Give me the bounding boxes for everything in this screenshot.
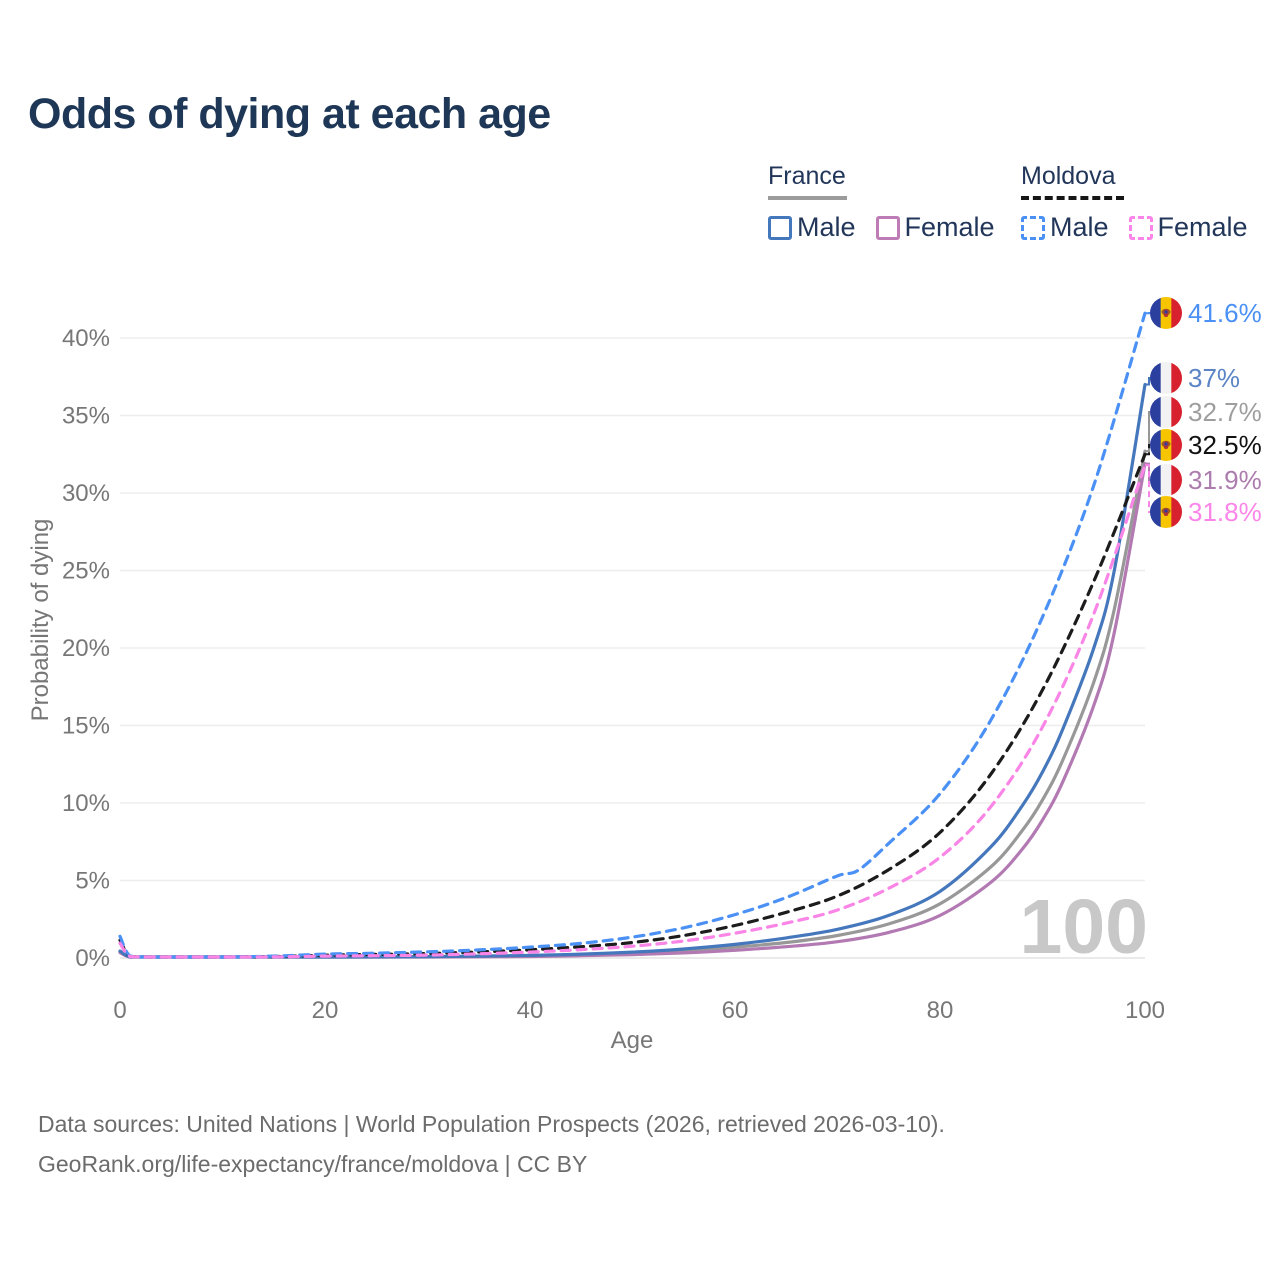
france-flag-icon	[1150, 464, 1182, 496]
end-label-value: 32.7%	[1188, 397, 1262, 427]
series-line-france-female[interactable]	[118, 462, 1147, 959]
y-tick-label: 20%	[62, 635, 110, 662]
moldova-flag-icon	[1150, 429, 1182, 461]
legend-checkbox-france-male[interactable]	[768, 215, 792, 240]
end-labels-layer: 41.6% 37% 32.7%32.5% 31.9%31.8%	[1145, 297, 1262, 528]
y-axis-title: Probability of dying	[27, 519, 54, 722]
x-tick-label: 0	[113, 997, 126, 1024]
end-label-leader	[1145, 464, 1150, 513]
x-tick-label: 60	[722, 997, 749, 1024]
end-label-value: 31.9%	[1188, 465, 1262, 495]
legend-group-france: France Male Female	[768, 162, 1015, 243]
series-layer	[118, 311, 1147, 959]
y-tick-label: 5%	[75, 868, 110, 895]
legend-label-france-female[interactable]: Female	[904, 212, 995, 242]
france-flag-icon	[1150, 396, 1182, 428]
end-label-leader	[1145, 377, 1150, 386]
y-tick-label: 35%	[62, 403, 110, 430]
y-tick-label: 30%	[62, 480, 110, 507]
moldova-flag-icon	[1150, 496, 1182, 528]
grid-layer: 0% 5% 10% 15% 20% 25% 30% 35% 40%	[62, 325, 1145, 972]
legend-label-france-male[interactable]: Male	[797, 212, 856, 242]
legend-checkbox-moldova-male[interactable]	[1021, 215, 1045, 240]
x-tick-label: 80	[927, 997, 954, 1024]
legend-label-moldova-male[interactable]: Male	[1050, 212, 1109, 242]
x-tick-label: 100	[1125, 997, 1165, 1024]
legend-france-line-sample	[768, 196, 847, 200]
x-tick-label: 40	[517, 997, 544, 1024]
legend-label-moldova-female[interactable]: Female	[1157, 212, 1248, 242]
series-line-france-male[interactable]	[118, 382, 1147, 959]
series-line-moldova-male[interactable]	[118, 311, 1147, 959]
x-axis-ticks: 0 20 40 60 80 100	[113, 997, 1165, 1024]
legend-france-header: France	[768, 162, 846, 190]
series-line-moldova-female[interactable]	[118, 463, 1147, 959]
end-label-value: 32.5%	[1188, 430, 1262, 460]
source-line-1: Data sources: United Nations | World Pop…	[38, 1111, 945, 1137]
y-tick-label: 25%	[62, 558, 110, 585]
end-label-leader	[1145, 444, 1150, 456]
series-line-moldova-both[interactable]	[118, 452, 1147, 959]
source-line-2: GeoRank.org/life-expectancy/france/moldo…	[38, 1151, 588, 1177]
age-counter-watermark: 100	[1020, 884, 1148, 970]
y-tick-label: 10%	[62, 790, 110, 817]
y-tick-label: 40%	[62, 325, 110, 352]
page-title: Odds of dying at each age	[28, 90, 551, 138]
source-attribution: Data sources: United Nations | World Pop…	[38, 1104, 945, 1184]
end-label-value: 41.6%	[1188, 298, 1262, 328]
legend-group-moldova: Moldova Male Female	[1021, 162, 1268, 243]
legend-moldova-line-sample	[1021, 196, 1124, 200]
end-label-value: 31.8%	[1188, 497, 1262, 527]
x-tick-label: 20	[312, 997, 339, 1024]
legend-checkbox-france-female[interactable]	[875, 215, 900, 240]
end-label-leader	[1145, 411, 1150, 453]
legend-checkbox-moldova-female[interactable]	[1128, 215, 1153, 240]
end-label-value: 37%	[1188, 363, 1240, 393]
y-tick-label: 0%	[75, 945, 110, 972]
legend-moldova-header: Moldova	[1021, 162, 1116, 190]
moldova-flag-icon	[1150, 297, 1182, 329]
x-axis-title: Age	[611, 1027, 654, 1054]
france-flag-icon	[1150, 362, 1182, 394]
y-tick-label: 15%	[62, 713, 110, 740]
